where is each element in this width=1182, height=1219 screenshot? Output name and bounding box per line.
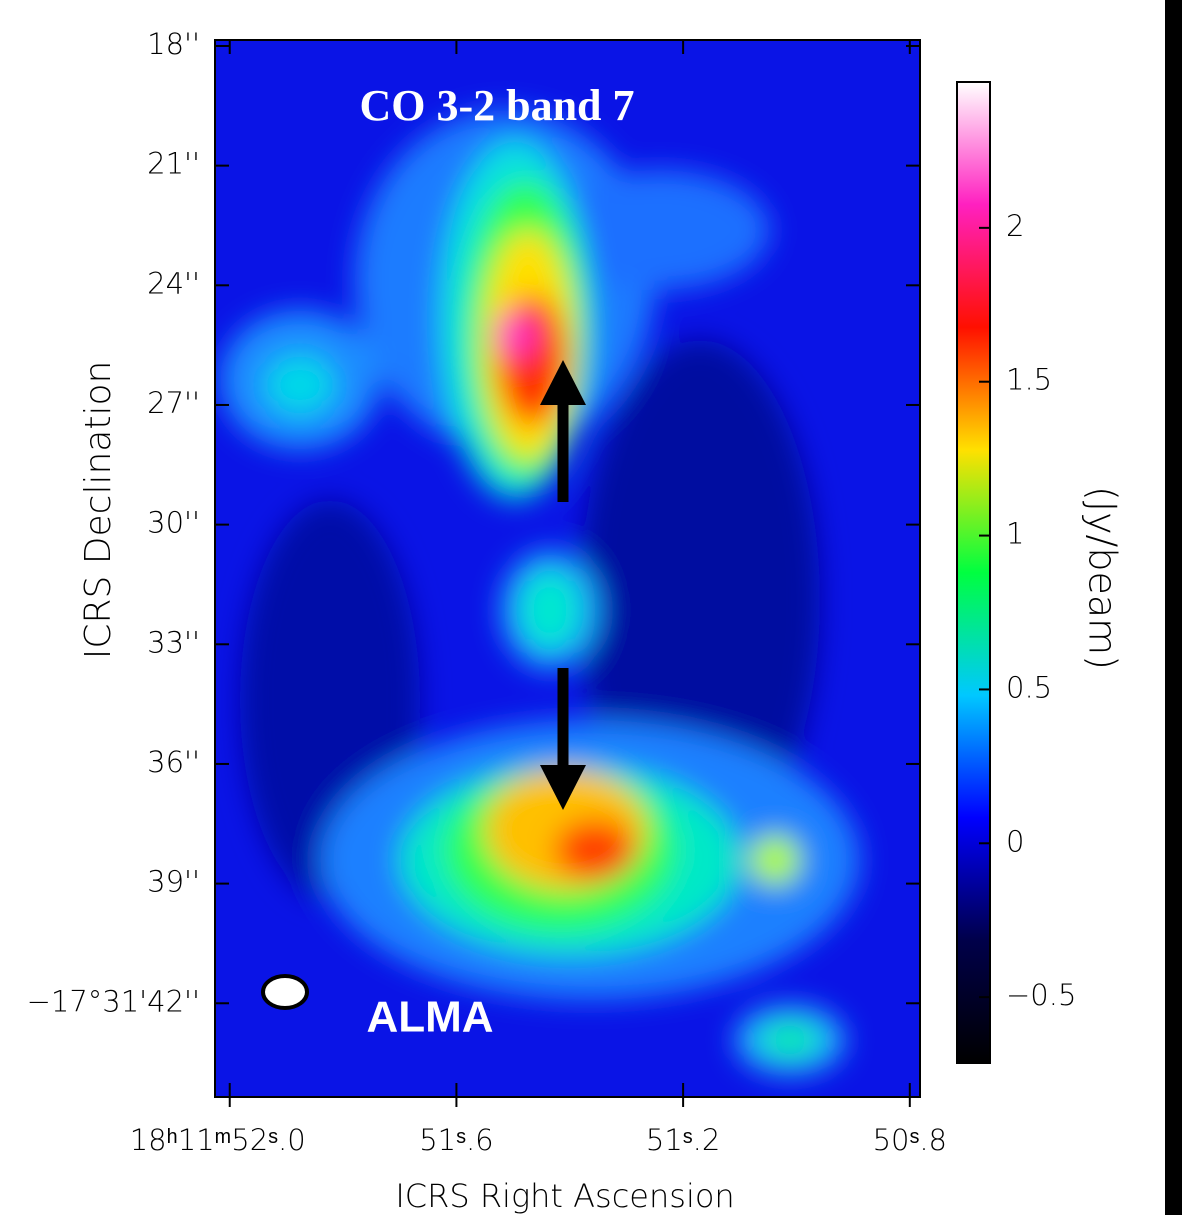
x-tick-label: 51ˢ.6 [419,1123,493,1157]
arrow-head [540,360,586,405]
x-tick-label: 50ˢ.8 [873,1123,947,1157]
colorbar-tick-label: −0.5 [1006,978,1076,1012]
colorbar-label: (Jy/beam) [1081,486,1125,670]
edge-bar [1165,0,1182,1215]
colorbar-tick-label: 1 [1006,517,1024,551]
x-tick-label: 18ʰ11ᵐ52ˢ.0 [130,1123,306,1157]
beam [261,974,309,1010]
y-tick-label: 27'' [147,386,200,420]
colorbar-tick-label: 1.5 [1006,363,1052,397]
y-tick-label: 33'' [147,625,200,659]
y-tick-label: 30'' [147,506,200,540]
y-tick-label: 36'' [147,745,200,779]
colorbar-tick-label: 0 [1006,824,1024,858]
x-tick-label: 51ˢ.2 [646,1123,720,1157]
intensity-map [215,40,920,1097]
frame [214,39,921,1098]
x-axis-title: ICRS Right Ascension [395,1177,734,1215]
annotation: ALMA [366,993,493,1042]
y-tick-label: 18'' [147,27,200,61]
arrow-head [540,765,586,810]
colorbar [956,81,991,1064]
y-tick-label: 21'' [147,147,200,181]
annotation: CO 3-2 band 7 [359,81,634,130]
colorbar-tick-label: 2 [1006,209,1024,243]
y-tick-label: 39'' [147,865,200,899]
colorbar-tick-label: 0.5 [1006,670,1052,704]
y-tick-label: 24'' [147,266,200,300]
y-tick-label: −17°31'42'' [27,984,200,1018]
y-axis-title: ICRS Declination [78,361,119,660]
